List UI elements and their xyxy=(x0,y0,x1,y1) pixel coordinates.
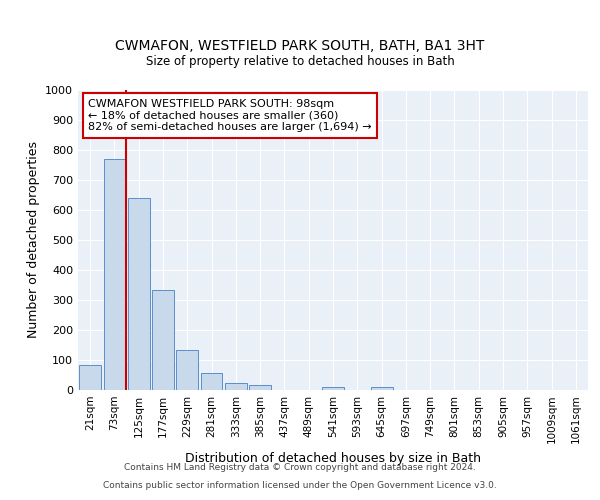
Text: CWMAFON WESTFIELD PARK SOUTH: 98sqm
← 18% of detached houses are smaller (360)
8: CWMAFON WESTFIELD PARK SOUTH: 98sqm ← 18… xyxy=(88,99,372,132)
Bar xyxy=(79,364,101,390)
Text: Contains public sector information licensed under the Open Government Licence v3: Contains public sector information licen… xyxy=(103,481,497,490)
X-axis label: Distribution of detached houses by size in Bath: Distribution of detached houses by size … xyxy=(185,452,481,465)
Bar xyxy=(200,372,223,390)
Bar xyxy=(176,350,198,390)
Bar xyxy=(104,159,125,390)
Text: Contains HM Land Registry data © Crown copyright and database right 2024.: Contains HM Land Registry data © Crown c… xyxy=(124,464,476,472)
Bar xyxy=(152,290,174,390)
Text: CWMAFON, WESTFIELD PARK SOUTH, BATH, BA1 3HT: CWMAFON, WESTFIELD PARK SOUTH, BATH, BA1… xyxy=(115,38,485,52)
Text: Size of property relative to detached houses in Bath: Size of property relative to detached ho… xyxy=(146,54,454,68)
Bar xyxy=(322,387,344,390)
Bar xyxy=(371,387,392,390)
Bar xyxy=(128,198,149,390)
Y-axis label: Number of detached properties: Number of detached properties xyxy=(26,142,40,338)
Bar xyxy=(249,384,271,390)
Bar xyxy=(225,384,247,390)
